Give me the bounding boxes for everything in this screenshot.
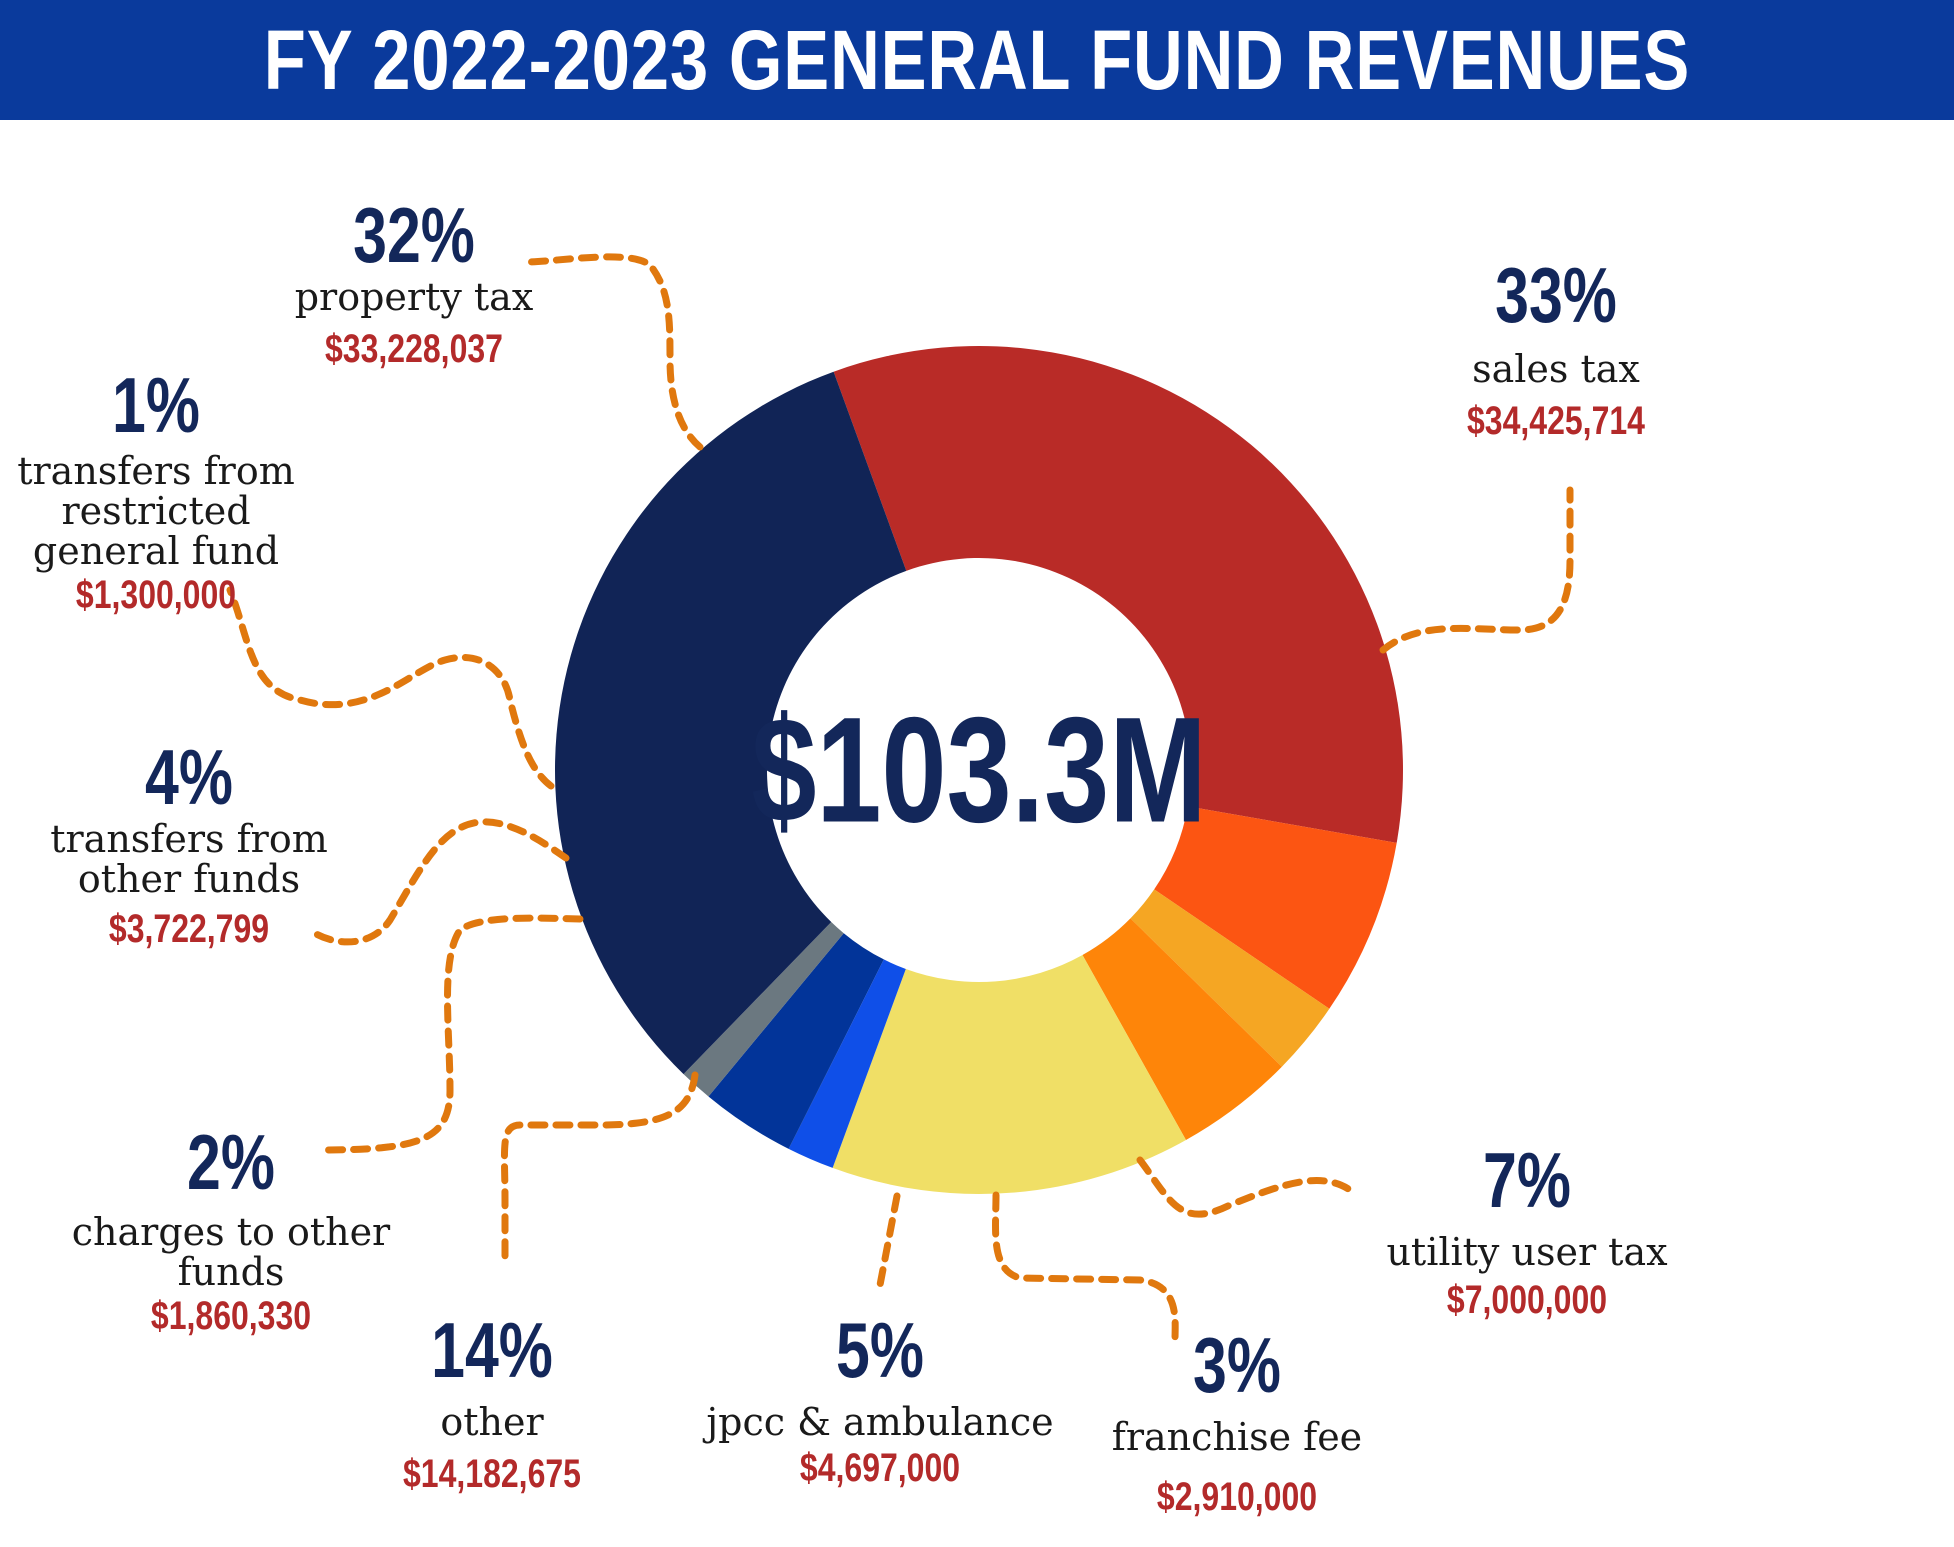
percent-label: 4% xyxy=(145,733,233,821)
slice-property-tax xyxy=(555,371,907,1075)
category-label-line1: transfers from xyxy=(50,817,328,861)
leader-line-other-funds xyxy=(306,818,570,946)
leader-line-jpcc xyxy=(876,1192,901,1289)
leader-line-utility xyxy=(1136,1156,1354,1218)
leader-line-charges xyxy=(316,914,584,1154)
total-revenue: $103.3M xyxy=(751,685,1207,854)
label-restricted-fund: 1% transfers from restricted general fun… xyxy=(0,365,386,617)
label-other: 14% other $14,182,675 xyxy=(262,1310,722,1496)
slice-transfers-from-restricted-general-fund xyxy=(683,922,844,1097)
amount-label: $1,300,000 xyxy=(75,573,237,617)
amount-label: $34,425,714 xyxy=(1467,399,1645,443)
label-jpcc-ambulance: 5% jpcc & ambulance $4,697,000 xyxy=(650,1310,1110,1490)
leader-line-property-tax xyxy=(526,253,704,451)
category-label-line2: restricted xyxy=(61,489,251,533)
category-label: franchise fee xyxy=(1111,1415,1363,1459)
leader-line-restricted-fund xyxy=(226,586,555,790)
amount-label: $2,910,000 xyxy=(1156,1475,1318,1519)
amount-label: $1,860,330 xyxy=(150,1294,312,1338)
percent-label: 5% xyxy=(836,1306,924,1394)
leader-line-sales-tax xyxy=(1379,486,1574,654)
slice-other xyxy=(832,955,1186,1194)
percent-label: 3% xyxy=(1193,1321,1281,1409)
amount-label: $3,722,799 xyxy=(108,907,270,951)
category-label: utility user tax xyxy=(1386,1230,1668,1274)
category-label: property tax xyxy=(294,275,534,319)
amount-label: $7,000,000 xyxy=(1446,1278,1608,1322)
label-property-tax: 32% property tax $33,228,037 xyxy=(184,195,644,371)
percent-label: 7% xyxy=(1483,1136,1571,1224)
category-label-line1: charges to other xyxy=(71,1210,391,1254)
slice-sales-tax xyxy=(833,345,1403,843)
slice-transfers-from-other-funds xyxy=(708,933,884,1149)
percent-label: 2% xyxy=(187,1118,275,1206)
leader-line-other xyxy=(500,1071,699,1269)
category-label-line1: transfers from xyxy=(17,449,295,493)
amount-label: $14,182,675 xyxy=(403,1452,581,1496)
page-title: FY 2022-2023 GENERAL FUND REVENUES xyxy=(263,12,1691,107)
label-utility-user-tax: 7% utility user tax $7,000,000 xyxy=(1297,1140,1757,1322)
category-label-line2: other funds xyxy=(77,857,301,901)
percent-label: 33% xyxy=(1495,251,1617,339)
slice-jpcc-ambulance xyxy=(1082,918,1282,1141)
category-label-line3: general fund xyxy=(32,529,280,573)
slice-franchise-fee xyxy=(1130,889,1330,1067)
slice-utility-user-tax xyxy=(1154,806,1397,1009)
label-charges-other-funds: 2% charges to other funds $1,860,330 xyxy=(1,1122,461,1338)
category-label-line2: funds xyxy=(177,1250,285,1294)
percent-label: 1% xyxy=(112,361,200,449)
amount-label: $4,697,000 xyxy=(799,1446,961,1490)
percent-label: 32% xyxy=(353,191,475,279)
label-transfers-other-funds: 4% transfers from other funds $3,722,799 xyxy=(0,737,419,951)
category-label: sales tax xyxy=(1472,347,1640,391)
label-franchise-fee: 3% franchise fee $2,910,000 xyxy=(1007,1325,1467,1519)
percent-label: 14% xyxy=(431,1306,553,1394)
category-label: other xyxy=(440,1400,544,1444)
amount-label: $33,228,037 xyxy=(325,327,503,371)
category-label: jpcc & ambulance xyxy=(706,1400,1054,1444)
label-sales-tax: 33% sales tax $34,425,714 xyxy=(1326,255,1786,443)
title-banner xyxy=(0,0,1954,120)
slice-charges-to-other-funds xyxy=(788,959,906,1168)
leader-line-franchise xyxy=(992,1191,1179,1344)
